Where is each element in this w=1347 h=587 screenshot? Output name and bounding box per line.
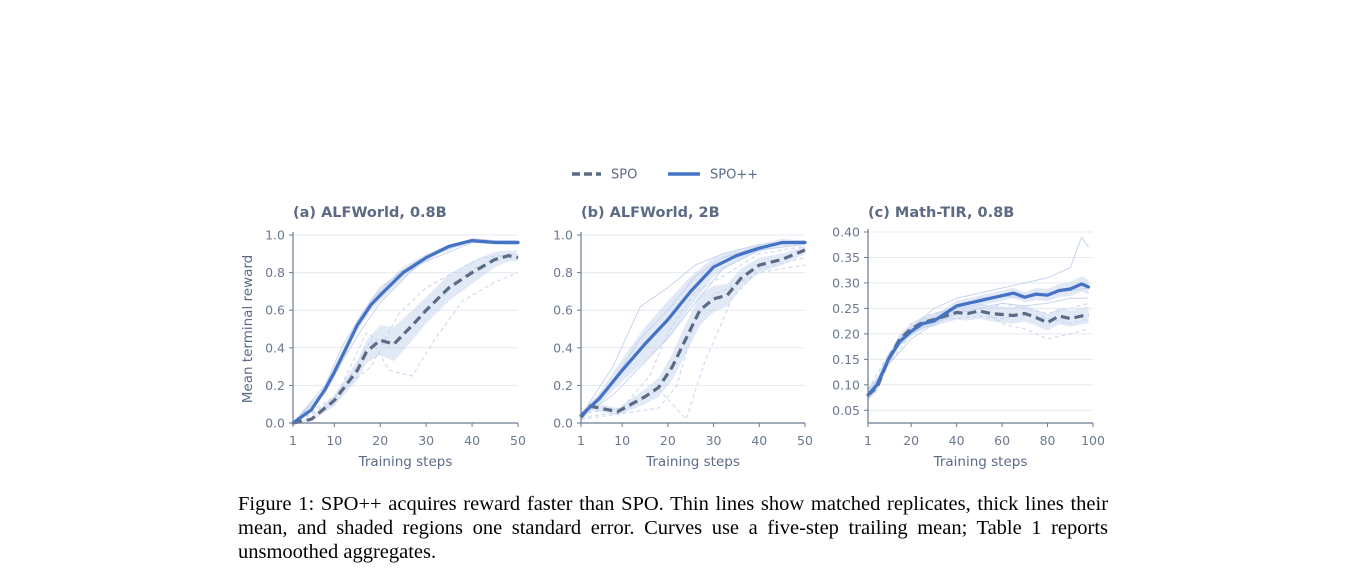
panels: 0.0 0.2 0.4 0.6 0.8 1.0 1 10 20 30 40 50 (a) ALFWorl… bbox=[240, 205, 1105, 470]
y-tick-label: 0.35 bbox=[832, 250, 860, 265]
y-tick-label: 0.0 bbox=[553, 416, 573, 431]
panel-title: (a) ALFWorld, 0.8B bbox=[293, 205, 447, 221]
y-tick-label: 0.40 bbox=[832, 225, 860, 240]
y-tick-label: 0.20 bbox=[832, 326, 860, 341]
x-tick-label: 20 bbox=[903, 433, 919, 448]
replicate-line-spo bbox=[867, 312, 1089, 401]
series-line-spo bbox=[579, 248, 806, 419]
x-tick-label: 20 bbox=[372, 433, 388, 448]
y-tick-label: 0.6 bbox=[553, 303, 573, 318]
x-tick-label: 30 bbox=[706, 433, 722, 448]
x-tick-label: 50 bbox=[797, 433, 813, 448]
x-tick-label: 10 bbox=[614, 433, 630, 448]
x-tick-label: 50 bbox=[510, 433, 526, 448]
series-line-spopp bbox=[866, 282, 1091, 397]
legend-label-spo: SPO bbox=[611, 168, 637, 183]
x-tick-label: 1 bbox=[577, 433, 585, 448]
y-tick-label: 0.6 bbox=[265, 303, 285, 318]
chart-panel-2: 0.0 0.2 0.4 0.6 0.8 1.0 1 10 20 30 40 50 (b) ALFWorl… bbox=[553, 205, 813, 470]
x-tick-label: 20 bbox=[660, 433, 676, 448]
x-tick-label: 10 bbox=[326, 433, 342, 448]
chart-panel-1: 0.0 0.2 0.4 0.6 0.8 1.0 1 10 20 30 40 50 (a) ALFWorl… bbox=[240, 205, 526, 470]
y-tick-label: 1.0 bbox=[553, 228, 573, 243]
x-tick-label: 40 bbox=[464, 433, 480, 448]
x-axis-label: Training steps bbox=[645, 454, 740, 470]
y-tick-label: 0.4 bbox=[553, 340, 573, 355]
y-tick-label: 0.2 bbox=[265, 378, 285, 393]
x-tick-label: 80 bbox=[1040, 433, 1056, 448]
y-tick-label: 0.25 bbox=[832, 301, 860, 316]
x-tick-label: 60 bbox=[994, 433, 1010, 448]
x-tick-label: 30 bbox=[418, 433, 434, 448]
caption-label: Figure 1: bbox=[238, 493, 315, 515]
se-band-spopp bbox=[868, 276, 1089, 401]
y-tick-label: 0.8 bbox=[265, 265, 285, 280]
chart-panel-3: 0.05 0.10 0.15 0.20 0.25 0.30 0.35 0.40 1 20 40 60 8… bbox=[832, 205, 1105, 470]
se-band-spo bbox=[581, 246, 805, 420]
y-tick-label: 0.0 bbox=[265, 416, 285, 431]
figure-caption: Figure 1: SPO++ acquires reward faster t… bbox=[238, 492, 1108, 564]
panel-title: (c) Math-TIR, 0.8B bbox=[868, 205, 1014, 221]
series-line-spo bbox=[866, 309, 1089, 397]
series-line-spo bbox=[292, 254, 519, 425]
x-tick-label: 1 bbox=[289, 433, 297, 448]
legend-label-spopp: SPO++ bbox=[710, 168, 758, 183]
legend: SPO SPO++ bbox=[572, 168, 758, 183]
x-tick-label: 40 bbox=[751, 433, 767, 448]
caption-text: SPO++ acquires reward faster than SPO. T… bbox=[238, 493, 1109, 563]
y-tick-label: 0.4 bbox=[265, 340, 285, 355]
x-axis-label: Training steps bbox=[933, 454, 1028, 470]
x-tick-label: 100 bbox=[1081, 433, 1105, 448]
y-axis-label: Mean terminal reward bbox=[240, 255, 256, 404]
y-tick-label: 1.0 bbox=[265, 228, 285, 243]
y-tick-label: 0.8 bbox=[553, 265, 573, 280]
y-tick-label: 0.15 bbox=[832, 352, 860, 367]
y-tick-label: 0.2 bbox=[553, 378, 573, 393]
x-tick-label: 40 bbox=[949, 433, 965, 448]
x-tick-label: 1 bbox=[864, 433, 872, 448]
y-tick-label: 0.10 bbox=[832, 377, 860, 392]
y-tick-label: 0.30 bbox=[832, 275, 860, 290]
panel-title: (b) ALFWorld, 2B bbox=[581, 205, 720, 221]
series-line-spopp bbox=[291, 239, 520, 425]
y-tick-label: 0.05 bbox=[832, 403, 860, 418]
series-line-spopp bbox=[579, 240, 807, 418]
se-band-spopp bbox=[581, 238, 805, 418]
x-axis-label: Training steps bbox=[358, 454, 453, 470]
replicate-line-spo bbox=[292, 272, 519, 424]
